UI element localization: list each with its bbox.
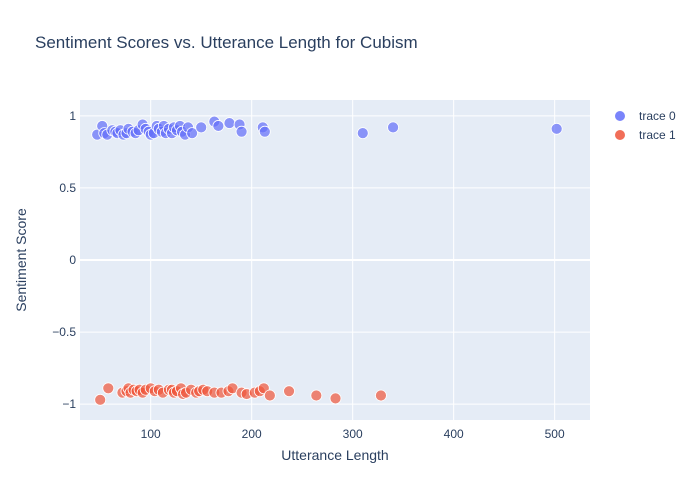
- legend-label-trace-1: trace 1: [639, 127, 676, 142]
- data-point-trace-0[interactable]: [258, 125, 271, 138]
- data-point-trace-0[interactable]: [235, 125, 248, 138]
- x-axis-title: Utterance Length: [281, 447, 388, 463]
- legend-item-trace-1[interactable]: trace 1: [612, 125, 676, 144]
- x-tick-label: 200: [242, 427, 262, 441]
- data-point-trace-0[interactable]: [186, 127, 198, 140]
- chart-title: Sentiment Scores vs. Utterance Length fo…: [35, 33, 418, 52]
- points-layer[interactable]: [91, 115, 563, 406]
- legend-marker-trace-1: [615, 129, 625, 140]
- legend-label-trace-0: trace 0: [639, 108, 676, 123]
- x-tick-label: 400: [444, 427, 464, 441]
- data-point-trace-0[interactable]: [223, 117, 236, 129]
- data-point-trace-1[interactable]: [102, 382, 115, 395]
- x-tick-label: 500: [545, 427, 565, 441]
- y-tick-label: 0.5: [59, 181, 76, 195]
- data-point-trace-1[interactable]: [94, 393, 107, 406]
- legend: trace 0 trace 1: [612, 106, 676, 144]
- y-axis-title: Sentiment Score: [13, 208, 29, 312]
- data-point-trace-1[interactable]: [310, 389, 323, 402]
- legend-item-trace-0[interactable]: trace 0: [612, 106, 676, 125]
- data-point-trace-0[interactable]: [550, 122, 563, 135]
- data-point-trace-0[interactable]: [212, 120, 225, 132]
- tick-layer: 100 200 300 400 500 −1 −0.5 0 0.5 1: [52, 109, 565, 441]
- y-tick-label: −0.5: [52, 325, 76, 339]
- data-point-trace-1[interactable]: [329, 392, 342, 405]
- data-point-trace-1[interactable]: [263, 389, 276, 402]
- y-tick-label: 0: [69, 253, 76, 267]
- legend-marker-trace-0: [615, 110, 625, 121]
- data-point-trace-0[interactable]: [387, 121, 399, 134]
- x-tick-label: 300: [343, 427, 363, 441]
- y-tick-label: −1: [62, 397, 76, 411]
- data-point-trace-1[interactable]: [375, 389, 387, 402]
- data-point-trace-0[interactable]: [195, 121, 208, 134]
- y-tick-label: 1: [69, 109, 76, 123]
- data-point-trace-1[interactable]: [283, 385, 295, 398]
- x-tick-label: 100: [141, 427, 161, 441]
- data-point-trace-0[interactable]: [356, 127, 369, 140]
